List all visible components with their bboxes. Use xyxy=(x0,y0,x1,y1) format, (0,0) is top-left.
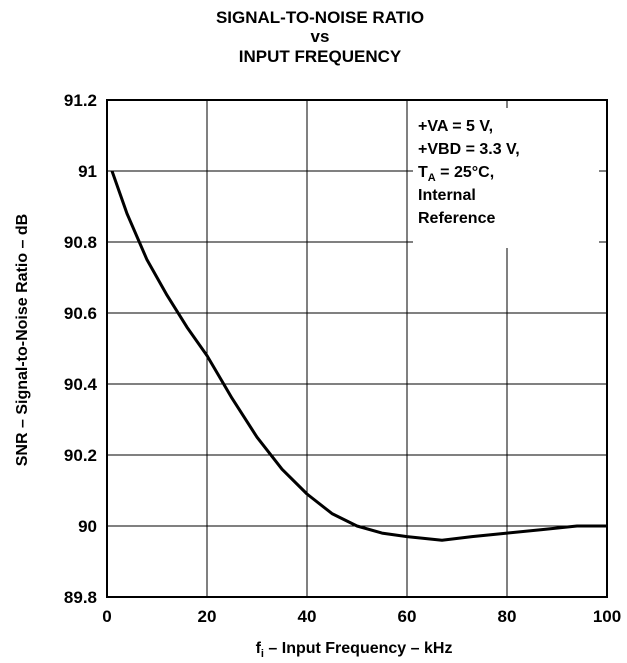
y-tick-labels: 89.8 90 90.2 90.4 90.6 90.8 91 91.2 xyxy=(64,91,98,607)
y-tick-label: 91 xyxy=(78,162,97,181)
annotation-prefix: T xyxy=(418,164,428,181)
x-axis-label-subscript: i xyxy=(261,648,264,660)
y-tick-label: 90.6 xyxy=(64,304,97,323)
conditions-annotation: +VA = 5 V, +VBD = 3.3 V, TA = 25°C, Interna… xyxy=(418,118,520,227)
title-line-3: INPUT FREQUENCY xyxy=(239,47,402,66)
snr-series-line xyxy=(110,170,607,542)
annotation-line: Reference xyxy=(418,210,495,227)
x-tick-labels: 0 20 40 60 80 100 xyxy=(102,607,621,626)
y-tick-label: 90 xyxy=(78,517,97,536)
annotation-line: Internal xyxy=(418,187,476,204)
series-group xyxy=(110,170,607,542)
x-axis-label-prefix: f xyxy=(256,640,262,657)
x-tick-label: 40 xyxy=(298,607,317,626)
y-tick-label: 91.2 xyxy=(64,91,97,110)
title-line-1: SIGNAL-TO-NOISE RATIO xyxy=(216,8,424,27)
annotation-background xyxy=(413,108,599,248)
y-tick-label: 90.4 xyxy=(64,375,98,394)
annotation-line: +VBD = 3.3 V, xyxy=(418,141,520,158)
plot-frame xyxy=(106,99,608,598)
y-tick-label: 90.8 xyxy=(64,233,97,252)
annotation-subscript: A xyxy=(428,172,436,184)
y-tick-label: 89.8 xyxy=(64,588,97,607)
annotation-line: TA = 25°C, xyxy=(418,164,494,184)
x-axis-label: fi – Input Frequency – kHz xyxy=(256,640,453,660)
chart-title: SIGNAL-TO-NOISE RATIO vs INPUT FREQUENCY xyxy=(216,8,424,66)
title-line-2: vs xyxy=(311,27,330,46)
annotation-line: +VA = 5 V, xyxy=(418,118,493,135)
x-tick-label: 20 xyxy=(198,607,217,626)
x-tick-label: 0 xyxy=(102,607,111,626)
x-axis-label-rest: – Input Frequency – kHz xyxy=(264,640,452,657)
y-tick-label: 90.2 xyxy=(64,446,97,465)
x-tick-label: 60 xyxy=(398,607,417,626)
x-tick-label: 80 xyxy=(498,607,517,626)
annotation-rest: = 25°C, xyxy=(436,164,494,181)
x-tick-label: 100 xyxy=(593,607,621,626)
y-axis-label: SNR – Signal-to-Noise Ratio – dB xyxy=(14,214,31,466)
